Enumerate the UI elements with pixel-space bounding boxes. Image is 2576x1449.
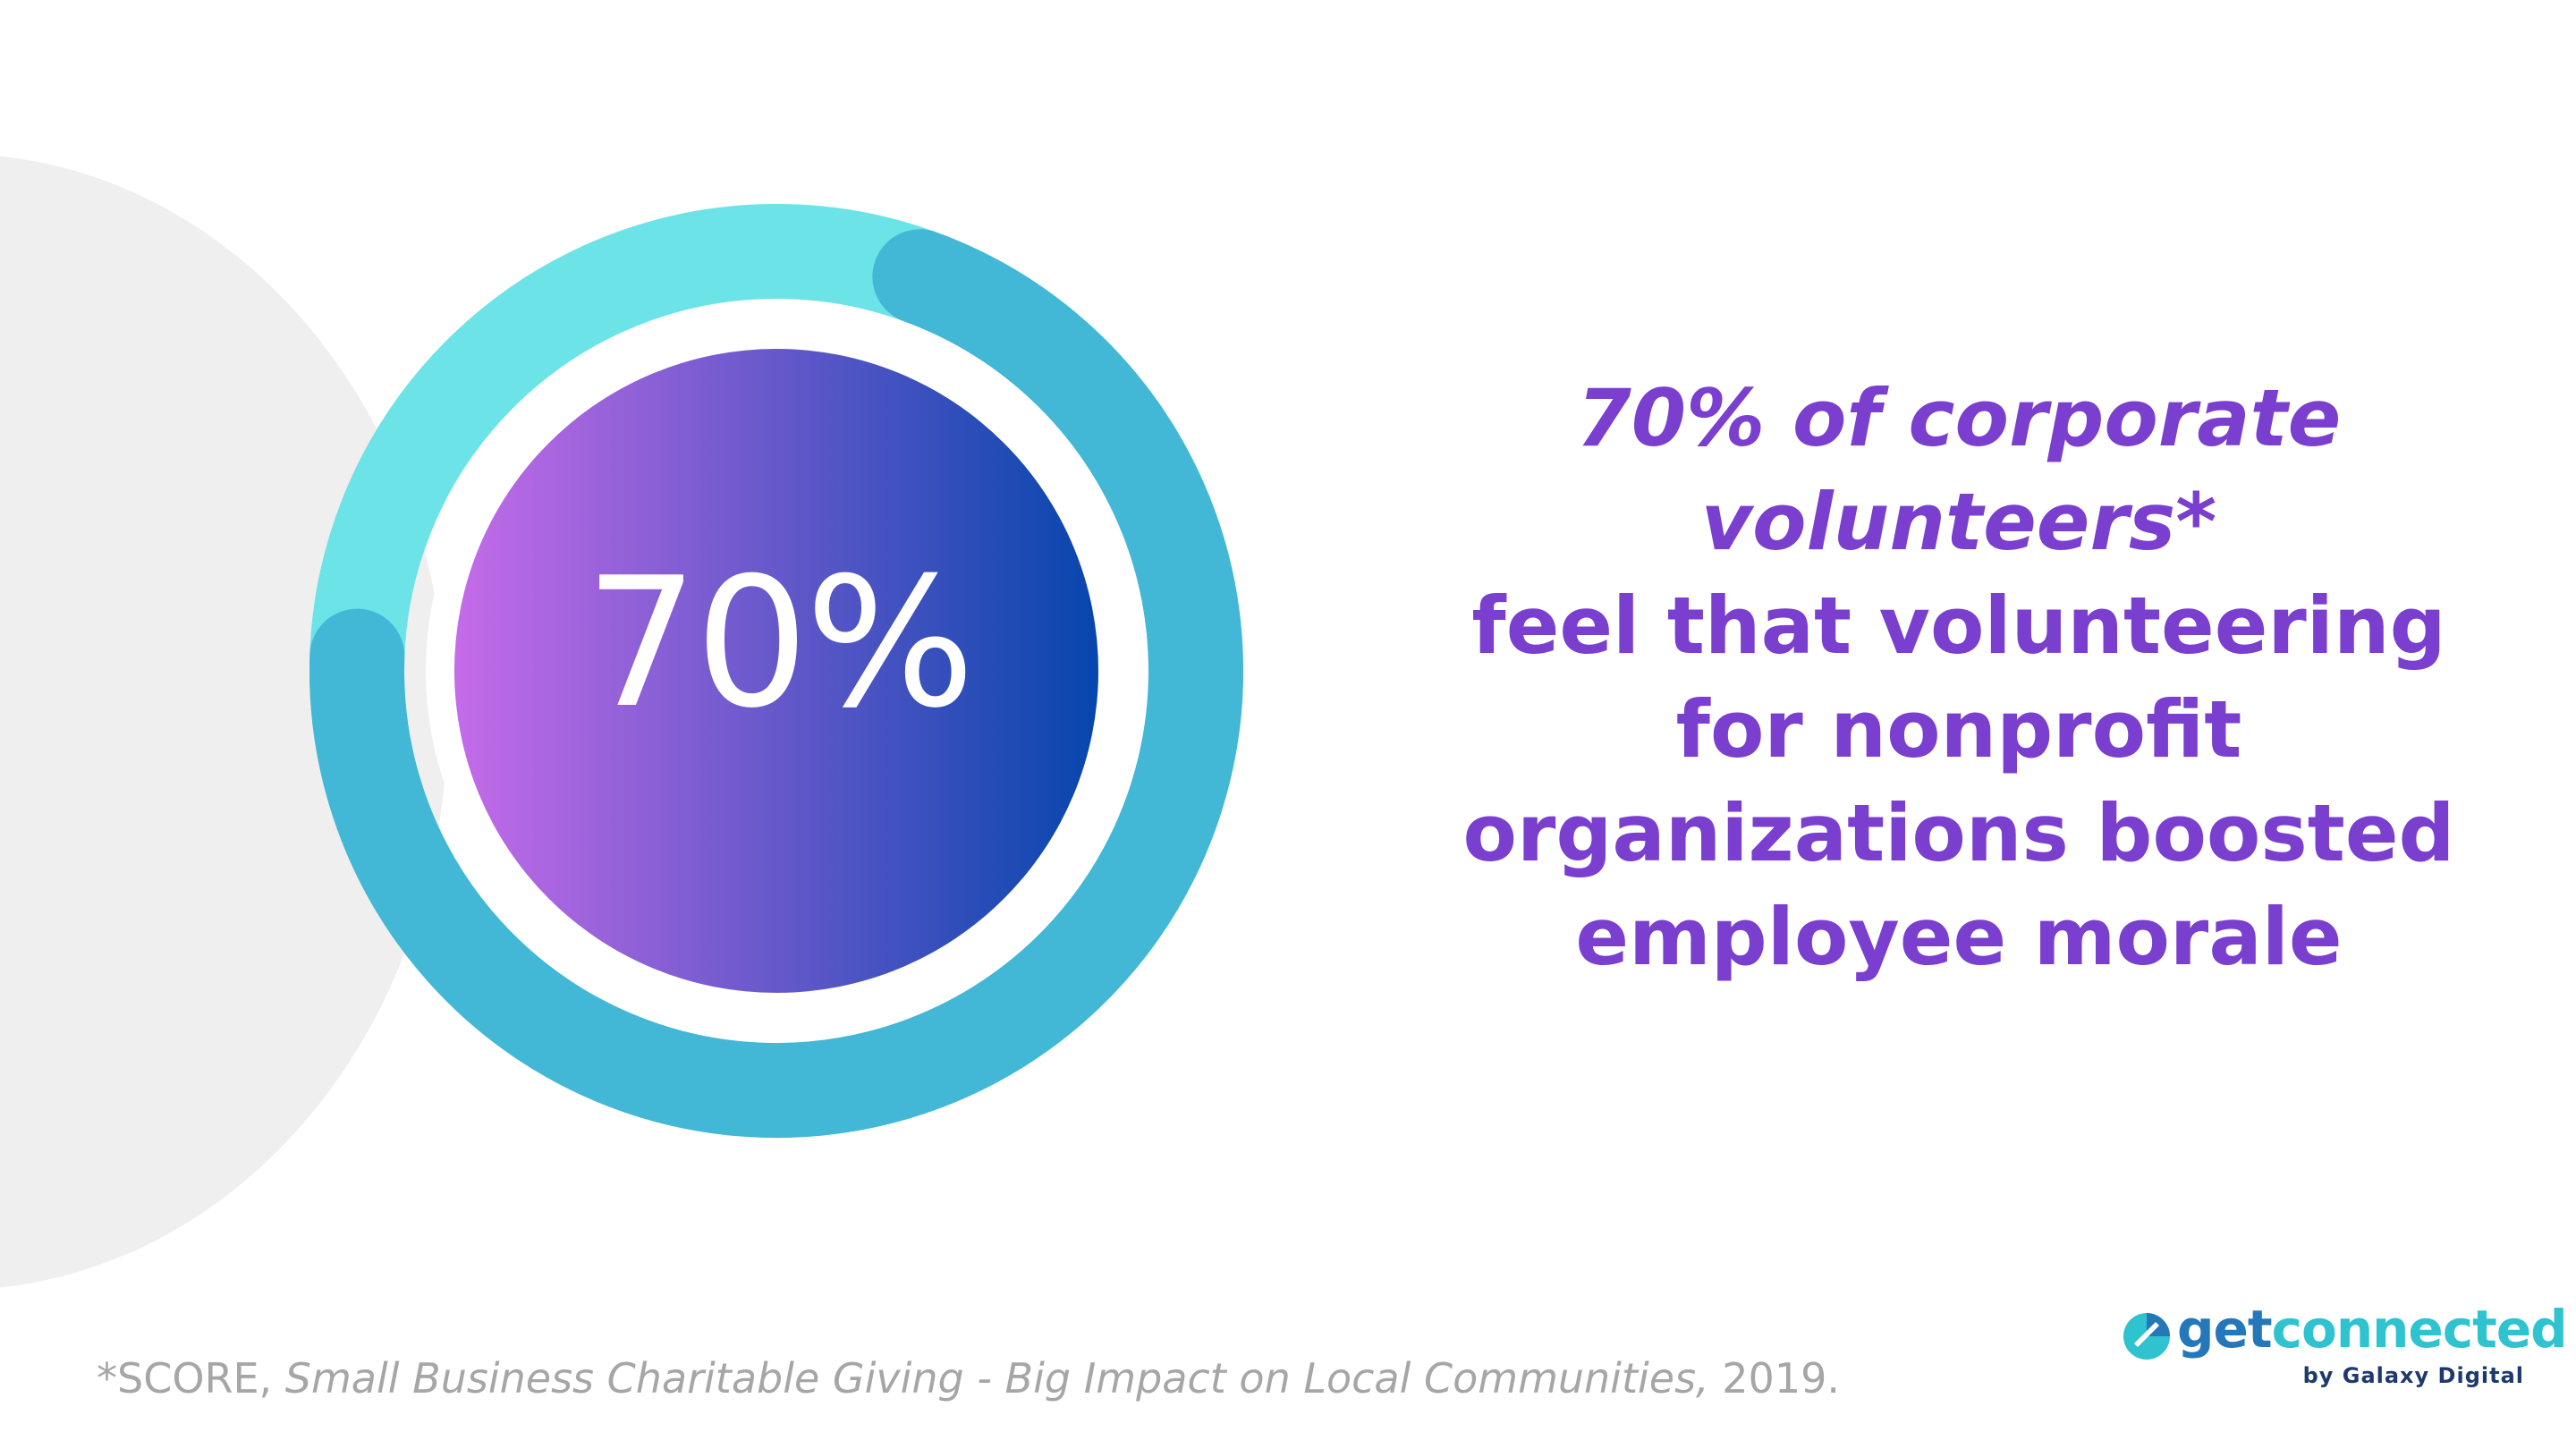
logo-tagline: by Galaxy Digital [2302,1363,2524,1388]
logo-mark-icon [2123,1313,2170,1360]
headline-line-2: volunteers* [1700,476,2217,568]
logo-wordmark: getconnected [2177,1299,2568,1360]
headline-line-4: for nonprofit [1675,683,2242,775]
headline-line-1: 70% of corporate [1576,372,2342,464]
headline-line-3: feel that volunteering [1471,580,2446,672]
ring-progress [309,229,1244,1139]
percentage-value: 70% [584,539,976,748]
footnote-title: Small Business Charitable Giving - Big I… [284,1354,1709,1402]
getconnected-logo: getconnected by Galaxy Digital [2120,1299,2568,1394]
headline-line-5: organizations boosted [1462,787,2455,879]
footnote-suffix: 2019. [1708,1354,1840,1402]
headline-line-6: employee morale [1575,891,2343,983]
inner-gradient-disc [454,349,1098,993]
footnote-prefix: *SCORE, [97,1354,285,1402]
headline-text: 70% of corporate volunteers* feel that v… [1431,367,2487,989]
source-footnote: *SCORE, Small Business Charitable Giving… [97,1354,1840,1402]
